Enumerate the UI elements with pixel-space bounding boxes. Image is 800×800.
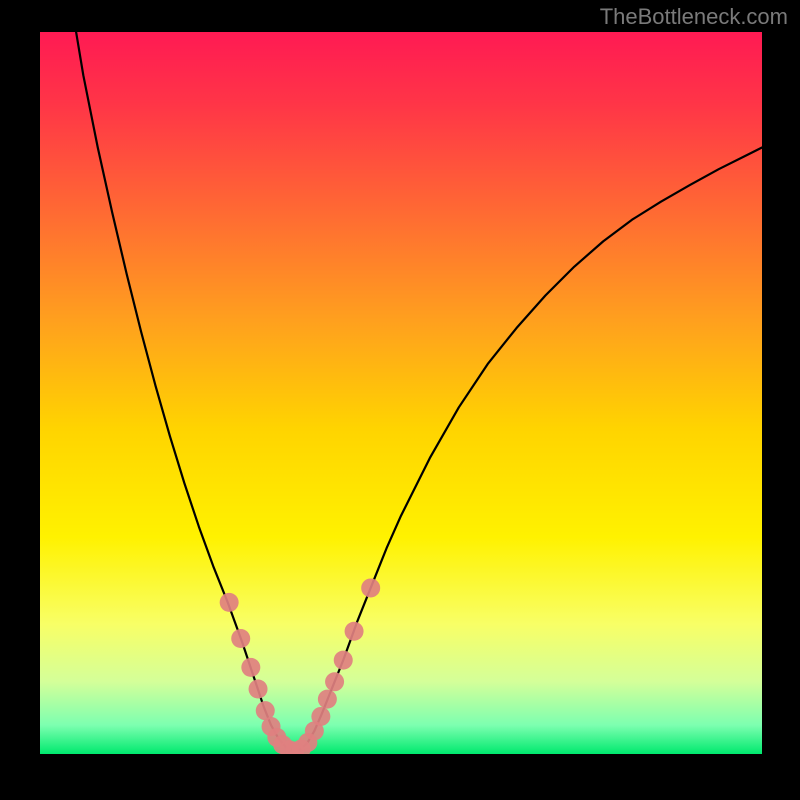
curve-marker <box>311 707 330 726</box>
chart-svg <box>40 32 762 754</box>
curve-marker <box>334 651 353 670</box>
curve-marker <box>220 593 239 612</box>
curve-marker <box>231 629 250 648</box>
watermark-text: TheBottleneck.com <box>600 4 788 30</box>
curve-marker <box>361 578 380 597</box>
plot-area <box>40 32 762 754</box>
curve-marker <box>318 690 337 709</box>
curve-marker <box>345 622 364 641</box>
curve-marker <box>325 672 344 691</box>
marker-group <box>220 578 381 754</box>
curve-marker <box>241 658 260 677</box>
bottleneck-curve <box>76 32 762 751</box>
curve-marker <box>249 680 268 699</box>
